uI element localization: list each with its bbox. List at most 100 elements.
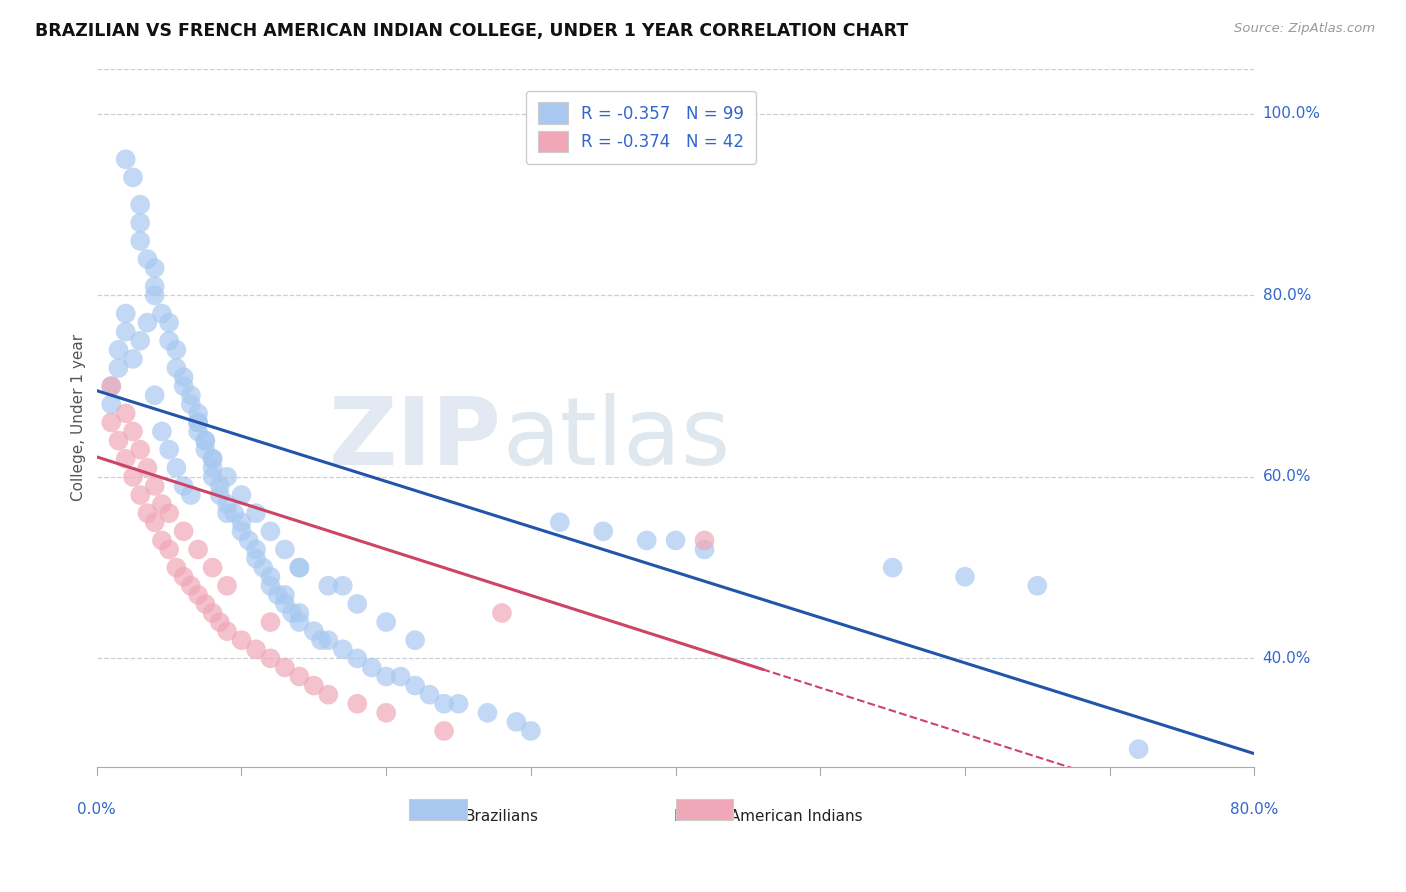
Point [150, 497, 173, 511]
Point [231, 515, 253, 529]
Point [114, 153, 136, 167]
Point [238, 533, 260, 548]
Point [636, 533, 658, 548]
Point [201, 470, 224, 484]
Point [150, 306, 173, 320]
Point [259, 524, 281, 539]
Point [404, 633, 426, 648]
Point [114, 306, 136, 320]
Point [404, 679, 426, 693]
Text: ZIP: ZIP [329, 392, 502, 485]
Point [143, 261, 166, 276]
Text: Source: ZipAtlas.com: Source: ZipAtlas.com [1234, 22, 1375, 36]
Point [157, 506, 180, 520]
Point [143, 515, 166, 529]
Point [259, 579, 281, 593]
Point [165, 460, 187, 475]
Text: French American Indians: French American Indians [673, 809, 862, 824]
Point [288, 606, 311, 620]
Point [150, 425, 173, 439]
Point [332, 642, 354, 657]
Text: 60.0%: 60.0% [1263, 469, 1312, 484]
Point [215, 470, 238, 484]
Point [122, 470, 145, 484]
Point [318, 688, 340, 702]
Point [107, 343, 129, 357]
Point [114, 406, 136, 420]
Legend: R = -0.357   N = 99, R = -0.374   N = 42: R = -0.357 N = 99, R = -0.374 N = 42 [526, 91, 755, 163]
Text: 80.0%: 80.0% [1263, 288, 1310, 303]
Point [231, 633, 253, 648]
FancyBboxPatch shape [409, 798, 467, 820]
Point [165, 343, 187, 357]
Text: 40.0%: 40.0% [1263, 651, 1310, 665]
Point [136, 316, 159, 330]
Point [180, 388, 202, 402]
Point [882, 560, 904, 574]
Point [259, 570, 281, 584]
Point [259, 615, 281, 629]
Point [288, 615, 311, 629]
Point [187, 416, 209, 430]
Point [180, 397, 202, 411]
Point [150, 533, 173, 548]
Point [1026, 579, 1049, 593]
Point [1128, 742, 1150, 756]
Point [201, 606, 224, 620]
Point [252, 560, 274, 574]
Point [173, 479, 195, 493]
Point [100, 397, 122, 411]
Point [157, 542, 180, 557]
Point [318, 579, 340, 593]
Point [100, 379, 122, 393]
Point [274, 660, 297, 674]
Point [215, 579, 238, 593]
Point [201, 451, 224, 466]
Point [281, 606, 304, 620]
Point [231, 524, 253, 539]
Point [122, 170, 145, 185]
Point [122, 351, 145, 366]
Text: 100.0%: 100.0% [1263, 106, 1320, 121]
Point [129, 197, 152, 211]
Point [520, 723, 543, 738]
Point [129, 442, 152, 457]
Point [491, 606, 513, 620]
Point [114, 451, 136, 466]
Point [302, 624, 325, 639]
Text: BRAZILIAN VS FRENCH AMERICAN INDIAN COLLEGE, UNDER 1 YEAR CORRELATION CHART: BRAZILIAN VS FRENCH AMERICAN INDIAN COLL… [35, 22, 908, 40]
Point [447, 697, 470, 711]
Point [187, 425, 209, 439]
Point [245, 506, 267, 520]
Point [245, 642, 267, 657]
Point [245, 542, 267, 557]
Point [375, 669, 398, 683]
Point [215, 497, 238, 511]
Point [100, 379, 122, 393]
Point [136, 252, 159, 266]
Point [419, 688, 441, 702]
Point [375, 706, 398, 720]
Point [187, 416, 209, 430]
Point [953, 570, 976, 584]
Point [173, 379, 195, 393]
Point [201, 460, 224, 475]
Point [505, 714, 527, 729]
Point [274, 597, 297, 611]
Point [136, 506, 159, 520]
Point [129, 488, 152, 502]
Point [173, 524, 195, 539]
Point [433, 697, 456, 711]
Point [288, 560, 311, 574]
Point [346, 697, 368, 711]
Text: 80.0%: 80.0% [1230, 802, 1278, 817]
Point [107, 361, 129, 376]
Point [194, 434, 217, 448]
Point [433, 723, 456, 738]
Point [129, 216, 152, 230]
Point [201, 560, 224, 574]
Point [259, 651, 281, 665]
FancyBboxPatch shape [675, 798, 734, 820]
Point [224, 506, 246, 520]
Point [245, 551, 267, 566]
